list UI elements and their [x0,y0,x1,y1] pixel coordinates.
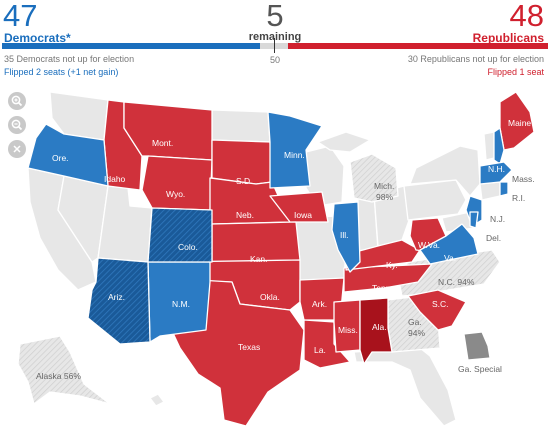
label-nebraska: Neb. [236,210,254,220]
remaining-seat-count: 5 [266,0,284,33]
label-arizona: Ariz. [108,292,125,302]
remaining-label: remaining [248,31,302,43]
state-georgia-special[interactable] [463,331,491,361]
state-utah[interactable] [97,185,153,263]
reset-map-button[interactable] [8,140,26,158]
state-vermont[interactable] [483,131,495,161]
state-wyoming[interactable] [141,155,213,211]
democrat-label: Democrats* [4,31,71,45]
label-iowa: Iowa [294,210,312,220]
label-arkansas: Ark. [312,299,327,309]
state-oregon[interactable] [27,123,109,187]
state-iowa[interactable] [269,191,329,223]
label-new-hampshire: N.H. [488,164,505,174]
republican-flip-note: Flipped 1 seat [487,67,544,77]
label-minnesota: Minn. [284,150,305,160]
label-massachusetts: Mass. [512,174,535,184]
zoom-out-button[interactable] [8,116,26,134]
state-connecticut[interactable] [479,181,501,201]
state-delaware[interactable] [469,211,479,229]
state-mississippi[interactable] [333,299,361,353]
state-alaska[interactable] [17,335,111,405]
label-texas: Texas [238,342,260,352]
label-alaska: Alaska 56% [36,371,81,381]
label-georgia: Ga. [408,317,422,327]
state-illinois[interactable] [331,201,361,273]
state-virginia[interactable] [419,223,479,265]
democrat-flip-note: Flipped 2 seats (+1 net gain) [4,67,119,77]
label-kansas: Kan. [250,254,268,264]
label-south-dakota: S.D. [236,176,253,186]
republican-label: Republicans [472,31,544,45]
majority-mark: 50 [269,55,280,65]
label-new-mexico: N.M. [172,299,190,309]
state-new-hampshire[interactable] [493,127,505,165]
state-rhode-island[interactable] [499,181,509,197]
democrat-bar [2,43,260,49]
state-tennessee[interactable] [343,263,433,293]
label-delaware: Del. [486,233,501,243]
state-massachusetts[interactable] [479,161,513,185]
state-pennsylvania[interactable] [403,179,467,221]
republican-bar [288,43,548,49]
republican-seat-count: 48 [509,0,544,33]
label-wyoming: Wyo. [166,189,185,199]
label-montana: Mont. [152,138,173,148]
label-colorado: Colo. [178,242,198,252]
label-michigan: Mich. [374,181,394,191]
label-new-jersey: N.J. [490,214,505,224]
state-hawaii[interactable] [149,393,165,407]
state-alabama[interactable] [359,297,393,365]
senate-balance-header: 47 5 48 Democrats* remaining Republicans… [0,0,550,80]
label-virginia: Va. [444,253,456,263]
state-florida[interactable] [353,347,457,427]
label-idaho: Idaho [104,174,126,184]
state-arkansas[interactable] [299,277,345,321]
label-louisiana: La. [314,345,326,355]
label-alabama: Ala. [372,322,387,332]
label-oregon: Ore. [52,153,69,163]
label-illinois: Ill. [340,230,349,240]
label-west-virginia: W.Va. [418,240,440,250]
state-arizona[interactable] [87,257,151,345]
state-michigan-up[interactable] [317,131,371,153]
label-michigan-pct: 98% [376,192,393,202]
magnifier-plus-icon [11,95,23,107]
label-oklahoma: Okla. [260,292,280,302]
state-minnesota[interactable] [267,111,323,189]
close-icon [13,145,21,153]
state-colorado[interactable] [147,207,213,263]
label-georgia-special: Ga. Special [458,364,502,374]
magnifier-minus-icon [11,119,23,131]
state-new-york[interactable] [409,145,481,197]
label-tennessee: Tenn. [372,283,393,293]
label-south-carolina: S.C. [432,299,449,309]
election-map: Ore. Idaho Mont. Wyo. S.D. Minn. Mich. 9… [17,91,535,427]
label-kentucky: Ky. [386,260,398,270]
state-north-dakota[interactable] [211,109,271,143]
state-michigan[interactable] [349,153,399,203]
label-rhode-island: R.I. [512,193,525,203]
label-mississippi: Miss. [338,325,358,335]
majority-tick [274,38,275,53]
label-north-carolina: N.C. 94% [438,277,475,287]
democrat-seat-count: 47 [3,0,38,33]
state-ohio[interactable] [373,185,413,247]
label-georgia-pct: 94% [408,328,425,338]
republican-not-up-note: 30 Republicans not up for election [407,54,544,64]
zoom-in-button[interactable] [8,92,26,110]
state-south-carolina[interactable] [407,289,467,331]
label-maine: Maine [508,118,531,128]
democrat-not-up-note: 35 Democrats not up for election [4,54,135,64]
